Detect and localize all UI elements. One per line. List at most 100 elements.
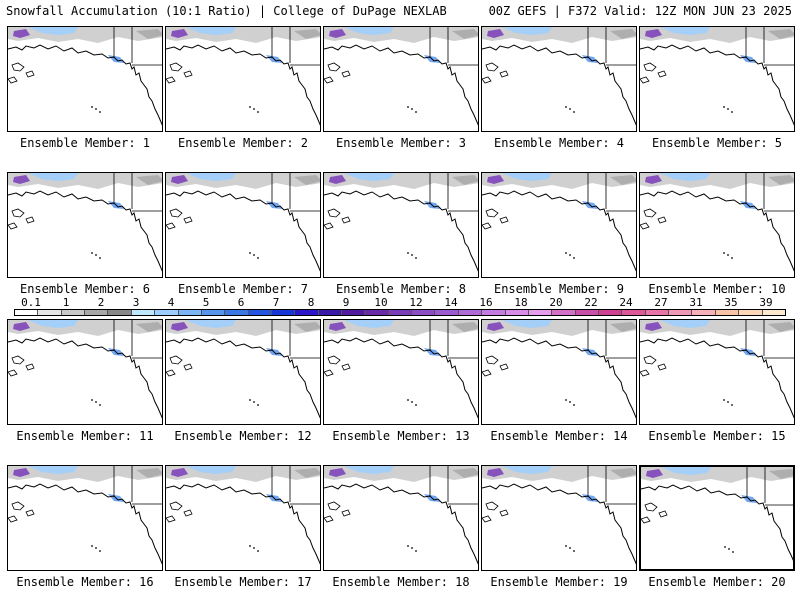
coastline [640, 190, 794, 272]
hawaii-island [573, 111, 575, 113]
snowfall-shading [452, 29, 478, 39]
ensemble-member-label: Ensemble Member: 8 [335, 282, 467, 296]
ensemble-member-label: Ensemble Member: 19 [490, 575, 628, 589]
map-canvas [482, 173, 636, 272]
political-border [587, 320, 636, 359]
hawaii-island [724, 546, 726, 548]
hawaii-island [565, 399, 567, 401]
ensemble-member-label: Ensemble Member: 4 [493, 136, 625, 150]
colorbar-swatch [108, 310, 132, 315]
colorbar-label: 7 [272, 296, 280, 309]
hawaii-island [565, 106, 567, 108]
hawaii-island [411, 547, 413, 549]
hawaii-island [249, 545, 251, 547]
snowfall-shading [294, 322, 320, 332]
ensemble-member-label: Ensemble Member: 1 [19, 136, 151, 150]
ensemble-member-label: Ensemble Member: 11 [16, 429, 154, 443]
ensemble-member-label: Ensemble Member: 15 [648, 429, 786, 443]
colorbar-label: 35 [724, 296, 738, 309]
colorbar-label: 9 [342, 296, 350, 309]
political-border [429, 466, 478, 505]
snowfall-shading [166, 27, 320, 43]
coastline [324, 44, 478, 126]
snowfall-shading [8, 466, 162, 482]
snowfall-shading [660, 173, 710, 181]
islands [8, 355, 35, 377]
colorbar-swatch [458, 310, 483, 315]
political-border [113, 320, 162, 359]
hawaii-island [99, 404, 101, 406]
map-title: Snowfall Accumulation (10:1 Ratio) | Col… [6, 4, 447, 18]
colorbar-label: 12 [409, 296, 423, 309]
coastline [166, 337, 320, 419]
snowfall-shading [344, 173, 394, 181]
model-run-info: 00Z GEFS | F372 Valid: 12Z MON JUN 23 20… [488, 4, 792, 18]
coastline [324, 337, 478, 419]
snowfall-shading [294, 175, 320, 185]
snowfall-shading [28, 27, 78, 35]
colorbar-label: 5 [202, 296, 210, 309]
map-canvas [8, 173, 162, 272]
snowfall-shading [324, 173, 478, 189]
colorbar-label: 18 [514, 296, 528, 309]
ensemble-member-map [323, 319, 479, 425]
snowfall-shading [482, 27, 636, 43]
ensemble-member-label: Ensemble Member: 9 [493, 282, 625, 296]
hawaii-island [728, 548, 730, 550]
snowfall-shading [640, 27, 794, 43]
political-border [745, 320, 794, 359]
snowfall-shading [452, 175, 478, 185]
coastline [8, 483, 162, 565]
coastline [8, 44, 162, 126]
colorbar-swatch [15, 310, 39, 315]
snowfall-shading [324, 466, 478, 482]
ensemble-member-label: Ensemble Member: 5 [651, 136, 783, 150]
islands [324, 355, 351, 377]
political-border [429, 320, 478, 359]
hawaii-island [91, 252, 93, 254]
islands [482, 355, 509, 377]
hawaii-island [727, 401, 729, 403]
political-border [587, 466, 636, 505]
colorbar-swatch [505, 310, 529, 315]
snowfall-shading [136, 468, 162, 478]
snowfall-shading [502, 27, 552, 35]
hawaii-island [415, 550, 417, 552]
colorbar-swatch [622, 310, 646, 315]
islands [641, 502, 668, 524]
ensemble-member-map [639, 26, 795, 132]
snowfall-shading [324, 320, 478, 336]
coastline [640, 44, 794, 126]
islands [640, 62, 667, 84]
ensemble-member-label: Ensemble Member: 14 [490, 429, 628, 443]
snowfall-shading [13, 29, 30, 38]
coastline [166, 44, 320, 126]
ensemble-member-map [7, 465, 163, 571]
colorbar-swatch [61, 310, 86, 315]
colorbar-swatch [388, 310, 413, 315]
coastline [482, 190, 636, 272]
snowfall-shading [329, 29, 346, 38]
ensemble-member-map [7, 26, 163, 132]
map-canvas [166, 27, 320, 126]
political-border [271, 27, 320, 66]
hawaii-island [569, 547, 571, 549]
hawaii-island [727, 254, 729, 256]
islands [640, 355, 667, 377]
hawaii-island [723, 399, 725, 401]
colorbar-swatch [598, 310, 623, 315]
map-canvas [324, 466, 478, 565]
hawaii-island [257, 404, 259, 406]
islands [324, 62, 351, 84]
hawaii-island [727, 108, 729, 110]
islands [8, 208, 35, 230]
hawaii-island [565, 545, 567, 547]
map-canvas [166, 466, 320, 565]
snowfall-shading [166, 466, 320, 482]
ensemble-member-label: Ensemble Member: 6 [19, 282, 151, 296]
colorbar-swatch [482, 310, 506, 315]
colorbar-swatch [715, 310, 740, 315]
snowfall-shading [487, 468, 504, 477]
map-canvas [482, 466, 636, 565]
colorbar-swatch [435, 310, 459, 315]
